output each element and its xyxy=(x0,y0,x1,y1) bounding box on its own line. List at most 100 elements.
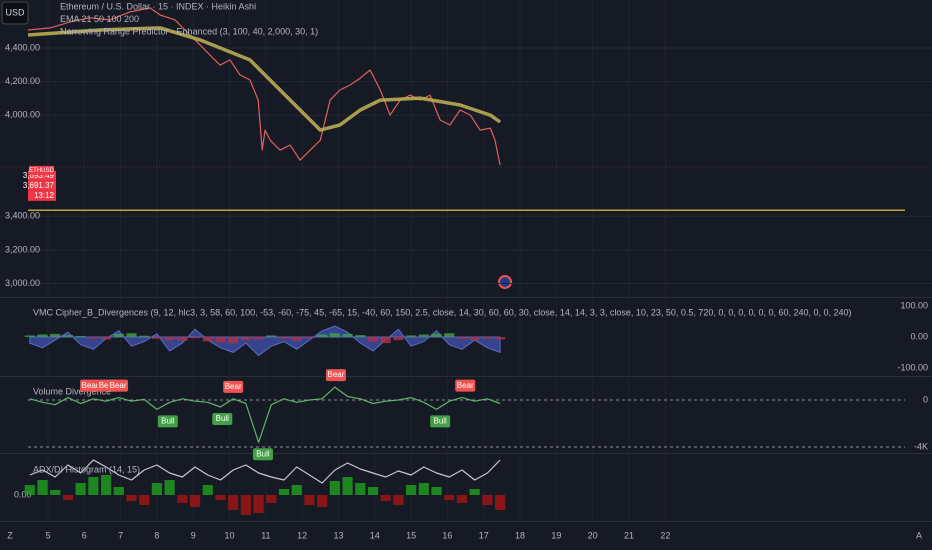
series-line xyxy=(29,386,501,443)
x-tick-label: 18 xyxy=(515,530,525,540)
histogram-bar xyxy=(444,495,455,500)
histogram-bar xyxy=(215,336,226,343)
signal-label xyxy=(252,448,273,461)
signal-text: Bear xyxy=(82,381,99,390)
histogram-bar xyxy=(253,495,264,513)
price-tag-text: 3,693.49 xyxy=(23,171,55,180)
x-tick-label: 6 xyxy=(82,530,87,540)
histogram-bar xyxy=(495,336,506,340)
signal-text: Bear xyxy=(110,381,127,390)
histogram-bar xyxy=(24,485,35,495)
histogram-bar xyxy=(304,336,315,339)
legend-entry: Ethereum / U.S. Dollar · 15 · INDEX · He… xyxy=(60,1,256,11)
histogram-bar xyxy=(88,336,99,339)
histogram-bar xyxy=(37,480,48,495)
x-tick-label: 22 xyxy=(660,530,670,540)
histogram-bar xyxy=(317,495,328,507)
histogram-bar xyxy=(202,485,213,495)
pane-title: Volume Divergence xyxy=(33,386,111,396)
histogram-bar xyxy=(329,333,340,337)
x-tick-label: 15 xyxy=(406,530,416,540)
signal-label xyxy=(430,415,451,428)
countdown: 13:12 xyxy=(34,191,55,200)
histogram-bar xyxy=(469,336,480,341)
x-tick-label: 20 xyxy=(588,530,598,540)
signal-label xyxy=(157,415,178,428)
histogram-bar xyxy=(164,480,175,495)
histogram-bar xyxy=(278,336,290,339)
histogram-bar xyxy=(355,483,366,495)
currency-box[interactable] xyxy=(1,1,29,25)
histogram-bar xyxy=(304,495,315,505)
histogram-bar xyxy=(75,336,86,337)
x-tick-label: 16 xyxy=(442,530,452,540)
histogram-bar xyxy=(240,336,251,341)
x-tick-label: 21 xyxy=(624,530,634,540)
histogram-bar xyxy=(406,485,417,495)
y-tick-label: 4,000.00 xyxy=(5,110,40,120)
histogram-bar xyxy=(495,495,506,510)
corner-right[interactable]: A xyxy=(916,530,922,540)
ema-line xyxy=(27,26,502,132)
histogram-bar xyxy=(367,487,379,495)
y-tick-label: -100.00 xyxy=(897,362,928,372)
x-tick-label: 14 xyxy=(370,530,380,540)
histogram-bar xyxy=(50,333,61,337)
histogram-bar xyxy=(151,483,163,495)
histogram-bar xyxy=(342,333,353,337)
symbol: ETHUSD xyxy=(29,168,54,174)
histogram-bar xyxy=(317,334,328,337)
histogram-bar xyxy=(88,477,99,495)
symbol-tag xyxy=(29,165,54,175)
histogram-bar xyxy=(62,335,74,337)
histogram-bar xyxy=(380,495,391,501)
signal-label xyxy=(325,369,346,382)
countdown-tag xyxy=(28,190,56,201)
histogram-bar xyxy=(431,487,442,495)
signal-label xyxy=(108,379,129,392)
histogram-bar xyxy=(228,495,239,510)
corner-left[interactable]: Z xyxy=(7,530,13,540)
histogram-bar xyxy=(393,495,404,505)
histogram-bar xyxy=(367,336,379,342)
signal-label xyxy=(212,413,233,426)
series-line xyxy=(27,7,501,166)
histogram-bar xyxy=(380,336,391,344)
price-tag-text: 3,691.37 xyxy=(23,181,55,190)
currency[interactable]: USD xyxy=(5,7,25,17)
histogram-bar xyxy=(62,495,74,500)
histogram-bar xyxy=(24,335,35,337)
price-tag xyxy=(28,170,56,181)
x-tick-label: 10 xyxy=(225,530,235,540)
histogram-bar xyxy=(75,483,86,495)
x-tick-label: 12 xyxy=(297,530,307,540)
histogram-bar xyxy=(469,489,480,495)
histogram-bar xyxy=(342,477,353,495)
x-tick-label: 17 xyxy=(479,530,489,540)
histogram-bar xyxy=(393,336,404,341)
histogram-bar xyxy=(456,495,468,503)
histogram-bar xyxy=(329,481,340,495)
x-tick-label: 7 xyxy=(118,530,123,540)
histogram-bar xyxy=(164,336,175,341)
histogram-bar xyxy=(100,475,112,495)
histogram-bar xyxy=(139,495,150,505)
signal-text: Bear xyxy=(327,370,344,379)
histogram-bar xyxy=(266,495,277,503)
event-icon[interactable] xyxy=(498,275,512,289)
signal-label xyxy=(80,379,101,392)
x-tick-label: 13 xyxy=(333,530,343,540)
y-tick-label: -4K xyxy=(914,441,928,451)
histogram-bar xyxy=(50,490,61,495)
histogram-bar xyxy=(291,485,302,495)
histogram-bar xyxy=(291,336,302,341)
histogram-bar xyxy=(37,334,48,337)
histogram-bar xyxy=(456,336,468,339)
histogram-bar xyxy=(482,495,493,505)
histogram-bar xyxy=(189,336,201,339)
signal-text: Bull xyxy=(433,417,447,426)
histogram-bar xyxy=(355,335,366,337)
y-tick-label: 3,400.00 xyxy=(5,211,40,221)
signal-text: Bear xyxy=(99,381,116,390)
